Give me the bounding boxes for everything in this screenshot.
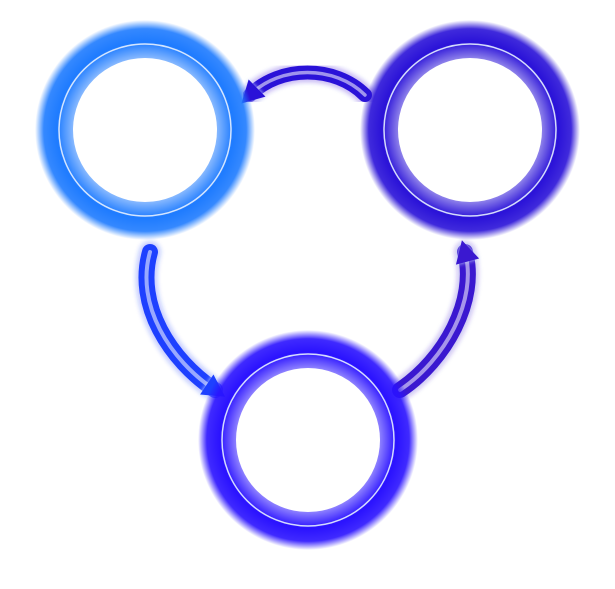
nodes-layer <box>35 20 580 550</box>
arrow-right <box>400 240 611 390</box>
node-bottom <box>198 330 418 550</box>
cycle-diagram <box>0 0 615 589</box>
node-top-right <box>360 20 580 240</box>
arrow-top <box>241 73 365 136</box>
node-top-left <box>35 20 255 240</box>
